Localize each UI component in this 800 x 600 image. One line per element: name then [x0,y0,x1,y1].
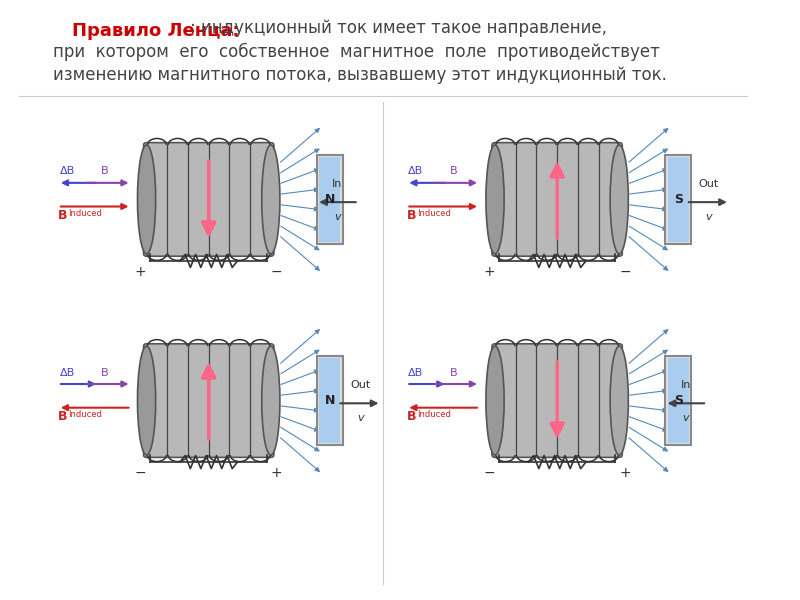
Ellipse shape [486,145,504,254]
Text: ΔB: ΔB [59,166,74,176]
Text: B: B [406,209,416,222]
Text: +: + [483,265,495,279]
Bar [317,356,342,445]
Text: ΔB: ΔB [59,368,74,377]
Bar [319,157,341,242]
Text: : индукционный ток имеет такое направление,: : индукционный ток имеет такое направлен… [190,19,606,37]
Text: v: v [706,212,712,221]
Ellipse shape [486,346,504,455]
Text: B: B [101,166,109,176]
Text: Induced: Induced [69,410,102,419]
Text: −: − [483,466,495,480]
Text: B: B [450,166,457,176]
Text: +: + [619,466,631,480]
Ellipse shape [610,346,628,455]
Ellipse shape [262,346,280,455]
Text: v: v [357,413,363,423]
Text: +: + [271,466,282,480]
Text: S: S [674,394,683,407]
Text: B: B [101,368,109,377]
Text: v: v [334,212,341,221]
Text: B: B [58,209,67,222]
Text: −: − [135,466,146,480]
Text: изменению магнитного потока, вызвавшему этот индукционный ток.: изменению магнитного потока, вызвавшему … [54,66,667,84]
Text: S: S [674,193,683,206]
Text: N: N [325,193,335,206]
Text: B: B [450,368,457,377]
Text: Правило Ленца:: Правило Ленца: [72,22,240,40]
FancyBboxPatch shape [143,344,274,457]
Text: при  котором  его  собственное  магнитное  поле  противодействует: при котором его собственное магнитное по… [54,43,660,61]
Text: In: In [681,380,691,390]
Text: B: B [406,410,416,423]
Ellipse shape [262,145,280,254]
Bar [666,356,691,445]
Text: Out: Out [350,380,370,390]
Ellipse shape [138,346,156,455]
Ellipse shape [610,145,628,254]
Bar [319,358,341,443]
Text: +: + [135,265,146,279]
Text: N: N [325,394,335,407]
Text: B: B [58,410,67,423]
Text: Out: Out [698,179,718,189]
Bar [666,155,691,244]
Text: −: − [271,265,282,279]
Bar [317,155,342,244]
Text: −: − [619,265,631,279]
Bar [668,157,689,242]
Text: ΔB: ΔB [408,368,423,377]
Text: ΔB: ΔB [408,166,423,176]
Text: Induced: Induced [417,209,451,218]
FancyBboxPatch shape [492,344,622,457]
FancyBboxPatch shape [143,143,274,256]
Bar [668,358,689,443]
Ellipse shape [138,145,156,254]
Text: Induced: Induced [69,209,102,218]
Text: In: In [332,179,342,189]
Text: Induced: Induced [417,410,451,419]
Text: v: v [682,413,690,423]
FancyBboxPatch shape [492,143,622,256]
